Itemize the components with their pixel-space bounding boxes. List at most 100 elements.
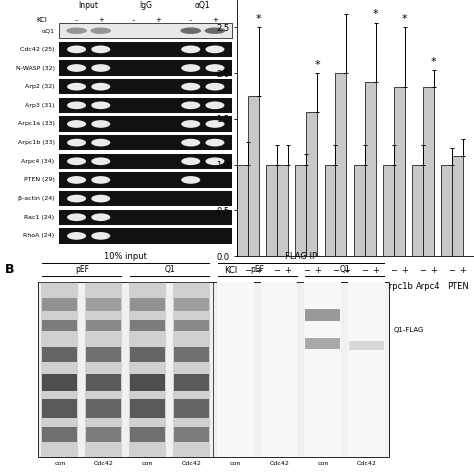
Bar — [86, 399, 121, 419]
Bar — [38, 283, 389, 456]
Bar — [452, 155, 463, 256]
Bar — [174, 427, 209, 442]
Ellipse shape — [91, 157, 110, 165]
Bar — [173, 283, 210, 456]
Text: B: B — [5, 263, 14, 276]
Ellipse shape — [181, 101, 200, 109]
Text: Q1: Q1 — [164, 264, 175, 273]
Bar — [59, 23, 232, 38]
Ellipse shape — [67, 232, 86, 240]
Bar — [59, 135, 232, 150]
Text: N-WASP: N-WASP — [266, 282, 299, 291]
Bar — [59, 42, 232, 57]
Bar — [174, 374, 209, 391]
Text: +: + — [255, 266, 262, 275]
Ellipse shape — [91, 27, 111, 34]
Text: +: + — [430, 266, 438, 275]
Text: Arpc4 (34): Arpc4 (34) — [21, 159, 55, 164]
Text: β-actin (24): β-actin (24) — [18, 196, 55, 201]
Bar — [59, 172, 232, 188]
Bar — [130, 320, 165, 331]
Bar — [305, 338, 340, 349]
Ellipse shape — [91, 46, 110, 53]
Text: Cdc42: Cdc42 — [240, 282, 266, 291]
Text: –: – — [189, 18, 192, 24]
Bar — [86, 320, 121, 331]
Bar — [304, 283, 341, 456]
Text: FLAG IP: FLAG IP — [285, 252, 317, 261]
Ellipse shape — [205, 101, 225, 109]
Text: Cdc42: Cdc42 — [94, 461, 114, 466]
Text: *: * — [402, 14, 408, 24]
Text: +: + — [212, 18, 218, 24]
Text: −: − — [419, 266, 427, 275]
Bar — [325, 164, 336, 256]
Text: Cdc42: Cdc42 — [269, 461, 289, 466]
Bar — [174, 346, 209, 362]
Ellipse shape — [67, 64, 86, 72]
Bar — [41, 283, 78, 456]
Text: –: – — [132, 18, 136, 24]
Text: Q1: Q1 — [339, 264, 350, 273]
Bar — [59, 210, 232, 225]
Bar — [261, 283, 298, 456]
Text: +: + — [343, 266, 350, 275]
Text: con: con — [229, 461, 241, 466]
Bar — [59, 191, 232, 206]
Text: αQ1: αQ1 — [42, 28, 55, 33]
Text: KCl: KCl — [36, 18, 47, 24]
Ellipse shape — [91, 213, 110, 221]
Text: +: + — [460, 266, 466, 275]
Ellipse shape — [205, 139, 225, 146]
Ellipse shape — [67, 139, 86, 146]
Text: +: + — [401, 266, 408, 275]
Ellipse shape — [205, 46, 225, 53]
Bar — [130, 346, 165, 362]
Text: IgG: IgG — [139, 1, 152, 10]
Text: 10% input: 10% input — [104, 252, 147, 261]
Text: PTEN (29): PTEN (29) — [24, 177, 55, 182]
Bar — [59, 154, 232, 169]
Bar — [277, 164, 288, 256]
Text: Arpc1b (33): Arpc1b (33) — [18, 140, 55, 145]
Text: *: * — [314, 60, 320, 70]
Text: Arpc1a: Arpc1a — [356, 282, 385, 291]
Bar — [130, 298, 165, 310]
Bar — [266, 164, 277, 256]
Ellipse shape — [91, 232, 110, 240]
Text: Arp3 (31): Arp3 (31) — [25, 103, 55, 108]
Text: +: + — [284, 266, 292, 275]
Ellipse shape — [91, 64, 110, 72]
Ellipse shape — [205, 27, 225, 34]
Text: −: − — [448, 266, 456, 275]
Text: pEF: pEF — [75, 264, 89, 273]
Text: −: − — [361, 266, 368, 275]
Bar — [130, 399, 165, 419]
Bar — [42, 346, 77, 362]
Text: Rac1 (24): Rac1 (24) — [24, 215, 55, 220]
Text: −: − — [303, 266, 310, 275]
Bar — [42, 427, 77, 442]
Bar — [306, 112, 317, 256]
Ellipse shape — [67, 213, 86, 221]
Bar — [42, 374, 77, 391]
Text: +: + — [98, 18, 104, 24]
Bar — [130, 427, 165, 442]
Ellipse shape — [205, 64, 225, 72]
Bar — [365, 82, 375, 256]
Bar — [42, 298, 77, 310]
Text: +: + — [155, 18, 161, 24]
Ellipse shape — [205, 83, 225, 91]
Text: +: + — [372, 266, 379, 275]
Bar — [394, 87, 405, 256]
Ellipse shape — [66, 27, 87, 34]
Text: Arpc1b: Arpc1b — [384, 282, 414, 291]
Ellipse shape — [67, 195, 86, 202]
Text: *: * — [256, 14, 262, 24]
Text: *: * — [373, 9, 378, 19]
Text: −: − — [332, 266, 339, 275]
Text: KCl: KCl — [224, 266, 237, 275]
Text: Arp2 (32): Arp2 (32) — [25, 84, 55, 89]
Text: Arp2: Arp2 — [302, 282, 322, 291]
Ellipse shape — [181, 157, 200, 165]
